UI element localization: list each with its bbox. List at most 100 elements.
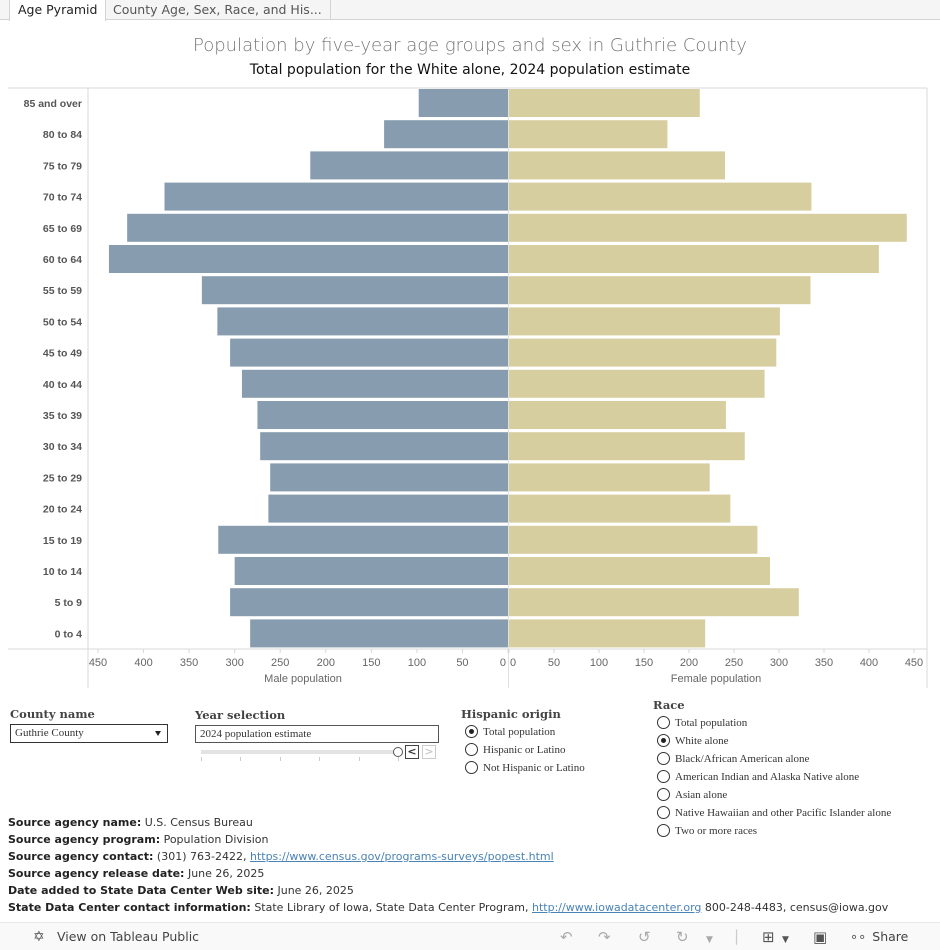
year-next-button[interactable]: > [422, 745, 436, 759]
female-bar [509, 151, 725, 180]
hispanic-option-label: Total population [483, 726, 556, 738]
note-sdc-contact: State Data Center contact information: S… [8, 899, 888, 916]
year-slider-track[interactable] [201, 750, 398, 754]
radio-selected-icon[interactable] [657, 733, 670, 747]
year-slider-handle[interactable] [393, 747, 403, 757]
share-icon: ∘∘ [850, 930, 867, 945]
fullscreen-icon[interactable]: ▣ [813, 928, 828, 946]
undo-icon[interactable]: ↶ [560, 928, 573, 946]
race-option-label: Asian alone [675, 789, 728, 801]
radio-unselected-icon[interactable] [657, 715, 670, 729]
race-option[interactable]: White alone [657, 733, 728, 750]
age-group-label: 10 to 14 [43, 566, 82, 578]
female-bar [509, 120, 668, 149]
female-bar [509, 463, 710, 492]
male-axis-tick-label: 350 [180, 657, 198, 669]
radio-unselected-icon[interactable] [657, 769, 670, 783]
male-bar [241, 369, 508, 398]
note-key: Source agency contact: [8, 850, 154, 863]
radio-unselected-icon[interactable] [657, 787, 670, 801]
female-bar [509, 619, 706, 648]
age-group-label: 0 to 4 [55, 628, 83, 640]
male-bar [310, 151, 508, 180]
hispanic-option[interactable]: Total population [465, 724, 556, 741]
year-slider-tick [240, 757, 242, 761]
male-bar [260, 432, 508, 461]
radio-unselected-icon[interactable] [465, 742, 478, 756]
age-group-label: 70 to 74 [43, 192, 82, 204]
female-bar [509, 245, 879, 273]
hispanic-option-label: Not Hispanic or Latino [483, 762, 585, 774]
female-axis-tick-label: 100 [590, 657, 608, 669]
population-pyramid-chart: 85 and over 80 to 84 75 to 79 70 to 74 65 to… [8, 87, 928, 688]
male-axis-tick-label: 400 [134, 657, 152, 669]
race-option[interactable]: Black/African American alone [657, 751, 810, 768]
race-option-label: Black/African American alone [675, 753, 810, 765]
age-group-label: 80 to 84 [43, 129, 82, 141]
race-option-label: American Indian and Alaska Native alone [675, 771, 860, 783]
year-slider-tick [201, 757, 202, 761]
race-option[interactable]: Total population [657, 715, 747, 732]
radio-unselected-icon[interactable] [657, 805, 670, 819]
female-bar [509, 338, 777, 367]
note-key: Source agency program: [8, 833, 161, 846]
revert-icon[interactable]: ↺ [638, 928, 651, 946]
hispanic-option[interactable]: Not Hispanic or Latino [465, 760, 585, 777]
note-value: State Library of Iowa, State Data Center… [250, 901, 532, 914]
note-key: Source agency name: [8, 816, 142, 829]
view-on-tableau-public-button[interactable]: ✡ View on Tableau Public [33, 923, 199, 950]
year-previous-button[interactable]: < [405, 745, 419, 759]
download-icon[interactable]: ⊞ [762, 928, 775, 946]
female-bar [509, 369, 765, 398]
year-slider-tick [358, 757, 360, 761]
male-bar [250, 619, 508, 648]
age-group-label: 55 to 59 [43, 285, 82, 297]
note-release-date: Source agency release date: June 26, 202… [8, 865, 888, 882]
county-select-value: Guthrie County [15, 727, 84, 739]
refresh-dropdown-icon[interactable]: ▼ [706, 935, 713, 945]
age-group-label: 65 to 69 [43, 223, 82, 235]
redo-icon[interactable]: ↷ [598, 928, 611, 946]
radio-unselected-icon[interactable] [657, 751, 670, 765]
county-select[interactable]: Guthrie County [10, 724, 168, 743]
age-group-label: 20 to 24 [43, 504, 82, 516]
radio-unselected-icon[interactable] [657, 823, 670, 837]
male-bar [230, 338, 508, 367]
age-group-label: 40 to 44 [43, 379, 82, 391]
age-group-label: 5 to 9 [55, 597, 83, 609]
female-axis-tick-label: 0 [510, 657, 516, 669]
share-button[interactable]: ∘∘ Share [850, 923, 908, 950]
chart-subtitle: Total population for the White alone, 20… [249, 62, 691, 78]
year-selection-value[interactable]: 2024 population estimate [195, 725, 439, 743]
age-group-label: 85 and over [24, 98, 82, 110]
race-option-label: Native Hawaiian and other Pacific Island… [675, 807, 892, 819]
female-bar [509, 182, 812, 211]
year-slider-tick [319, 757, 321, 761]
race-option[interactable]: American Indian and Alaska Native alone [657, 769, 860, 786]
note-value: (301) 763-2422, [153, 850, 250, 863]
male-bar [217, 307, 508, 336]
male-bar [218, 525, 508, 554]
radio-selected-icon[interactable] [465, 724, 478, 738]
race-option-label: Two or more races [675, 825, 758, 837]
chart-title: Population by five-year age groups and s… [193, 35, 747, 56]
race-option[interactable]: Two or more races [657, 823, 758, 840]
tableau-logo-icon: ✡ [33, 929, 45, 945]
tab-county-age-sex-race[interactable]: County Age, Sex, Race, and His... [105, 0, 331, 20]
female-bar [509, 401, 726, 429]
radio-unselected-icon[interactable] [465, 760, 478, 774]
race-option[interactable]: Asian alone [657, 787, 728, 804]
male-bar [127, 213, 509, 242]
refresh-icon[interactable]: ↻ [676, 928, 689, 946]
male-bar [234, 557, 508, 585]
race-option[interactable]: Native Hawaiian and other Pacific Island… [657, 805, 892, 822]
hispanic-option[interactable]: Hispanic or Latino [465, 742, 565, 759]
census-link[interactable]: https://www.census.gov/programs-surveys/… [249, 850, 554, 863]
note-value: U.S. Census Bureau [141, 816, 253, 829]
iowadatacenter-link[interactable]: http://www.iowadatacenter.org [532, 901, 702, 914]
female-bar [509, 89, 700, 117]
download-dropdown-icon[interactable]: ▼ [782, 935, 789, 945]
tab-age-pyramid[interactable]: Age Pyramid [9, 0, 107, 21]
female-bar [509, 494, 731, 523]
note-agency-name: Source agency name: U.S. Census Bureau [8, 814, 888, 831]
